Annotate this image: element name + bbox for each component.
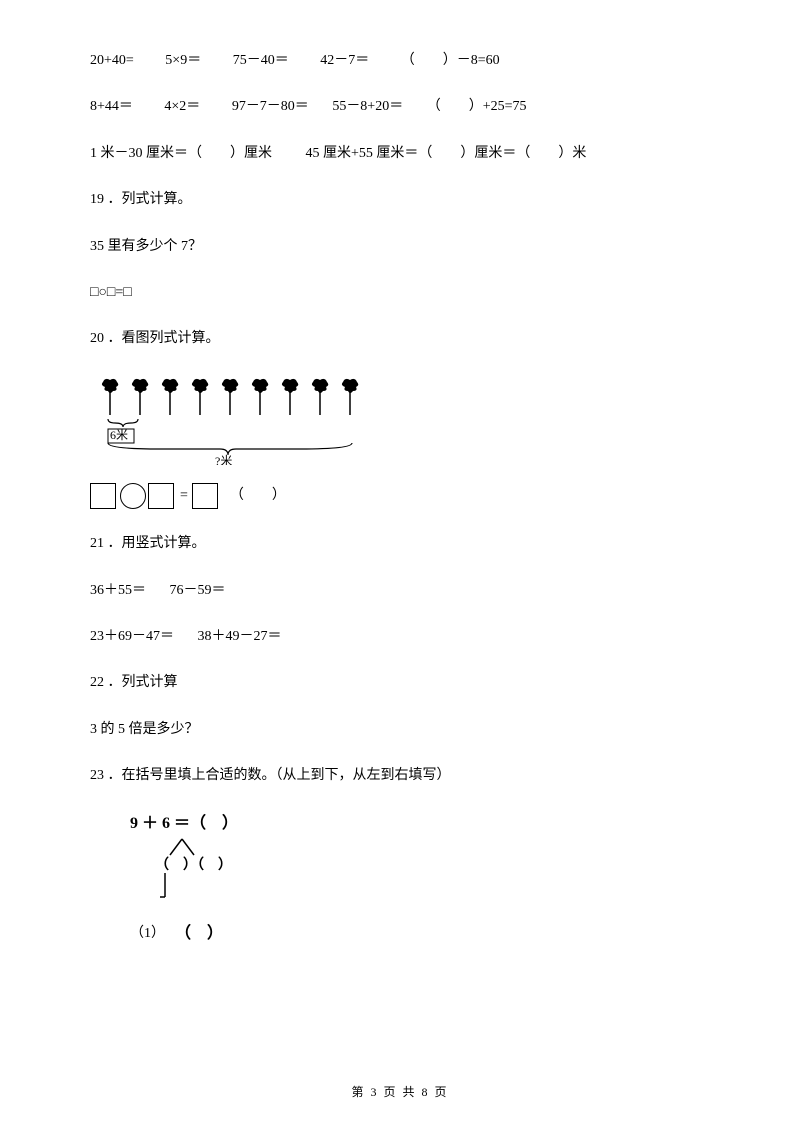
expr: 38＋49－27＝ xyxy=(198,626,282,648)
expr: 1 米－30 厘米＝（ ）厘米 xyxy=(90,143,272,165)
q19-text: 35 里有多少个 7？ xyxy=(90,236,710,258)
answer-box xyxy=(192,483,218,509)
expr: （ ）+25=75 xyxy=(427,96,527,118)
q23-diagram: 9 ＋ 6 ＝（ ） （ ）（ ） （1） （ ） xyxy=(130,811,710,947)
expr: 4×2＝ xyxy=(164,96,200,118)
expr: 36＋55＝ xyxy=(90,580,146,602)
expr: （ ）－8=60 xyxy=(401,50,500,72)
expr: 20+40= xyxy=(90,50,134,72)
q23-bottom-paren: （ ） xyxy=(175,921,223,947)
expr: 5×9＝ xyxy=(165,50,201,72)
trees-diagram: 6米 ?米 xyxy=(90,375,710,473)
q21-line1: 36＋55＝ 76－59＝ xyxy=(90,580,710,602)
svg-text:（ ）（ ）: （ ）（ ） xyxy=(160,857,232,873)
trees-svg: 6米 ?米 xyxy=(90,375,380,465)
label-6m: 6米 xyxy=(110,428,128,442)
answer-box xyxy=(148,483,174,509)
paren: （ ） xyxy=(230,485,286,507)
q20-answer-boxes: = （ ） xyxy=(90,483,710,509)
page-footer: 第 3 页 共 8 页 xyxy=(0,1083,800,1102)
q23-label: 23 ．在括号里填上合适的数。（从上到下，从左到右填写） xyxy=(90,765,710,787)
q23-svg: （ ）（ ） xyxy=(160,837,280,927)
q23-expr: 9 ＋ 6 ＝（ ） xyxy=(130,811,710,837)
answer-box xyxy=(90,483,116,509)
label-qm: ?米 xyxy=(215,454,232,465)
expr: 42－7＝ xyxy=(320,50,369,72)
expression-row-2: 8+44＝ 4×2＝ 97－7－80＝ 55－8+20＝ （ ）+25=75 xyxy=(90,96,710,118)
q22-label: 22 ．列式计算 xyxy=(90,672,710,694)
expression-row-3: 1 米－30 厘米＝（ ）厘米 45 厘米+55 厘米＝（ ）厘米＝（ ）米 xyxy=(90,143,710,165)
equals-sign: = xyxy=(180,485,188,507)
expr: 75－40＝ xyxy=(233,50,289,72)
q21-label: 21 ．用竖式计算。 xyxy=(90,533,710,555)
expr: 45 厘米+55 厘米＝（ ）厘米＝（ ）米 xyxy=(306,143,587,165)
q23-sublabel: （1） xyxy=(130,923,165,945)
expr: 76－59＝ xyxy=(170,580,226,602)
expr: 55－8+20＝ xyxy=(332,96,403,118)
q20-label: 20 ．看图列式计算。 xyxy=(90,328,710,350)
expression-row-1: 20+40= 5×9＝ 75－40＝ 42－7＝ （ ）－8=60 xyxy=(90,50,710,72)
expr: 8+44＝ xyxy=(90,96,133,118)
q21-line2: 23＋69－47＝ 38＋49－27＝ xyxy=(90,626,710,648)
q19-symbols: □○□=□ xyxy=(90,282,710,304)
expr: 97－7－80＝ xyxy=(232,96,309,118)
q19-label: 19 ．列式计算。 xyxy=(90,189,710,211)
answer-circle xyxy=(120,483,146,509)
q22-text: 3 的 5 倍是多少？ xyxy=(90,719,710,741)
expr: 23＋69－47＝ xyxy=(90,626,174,648)
